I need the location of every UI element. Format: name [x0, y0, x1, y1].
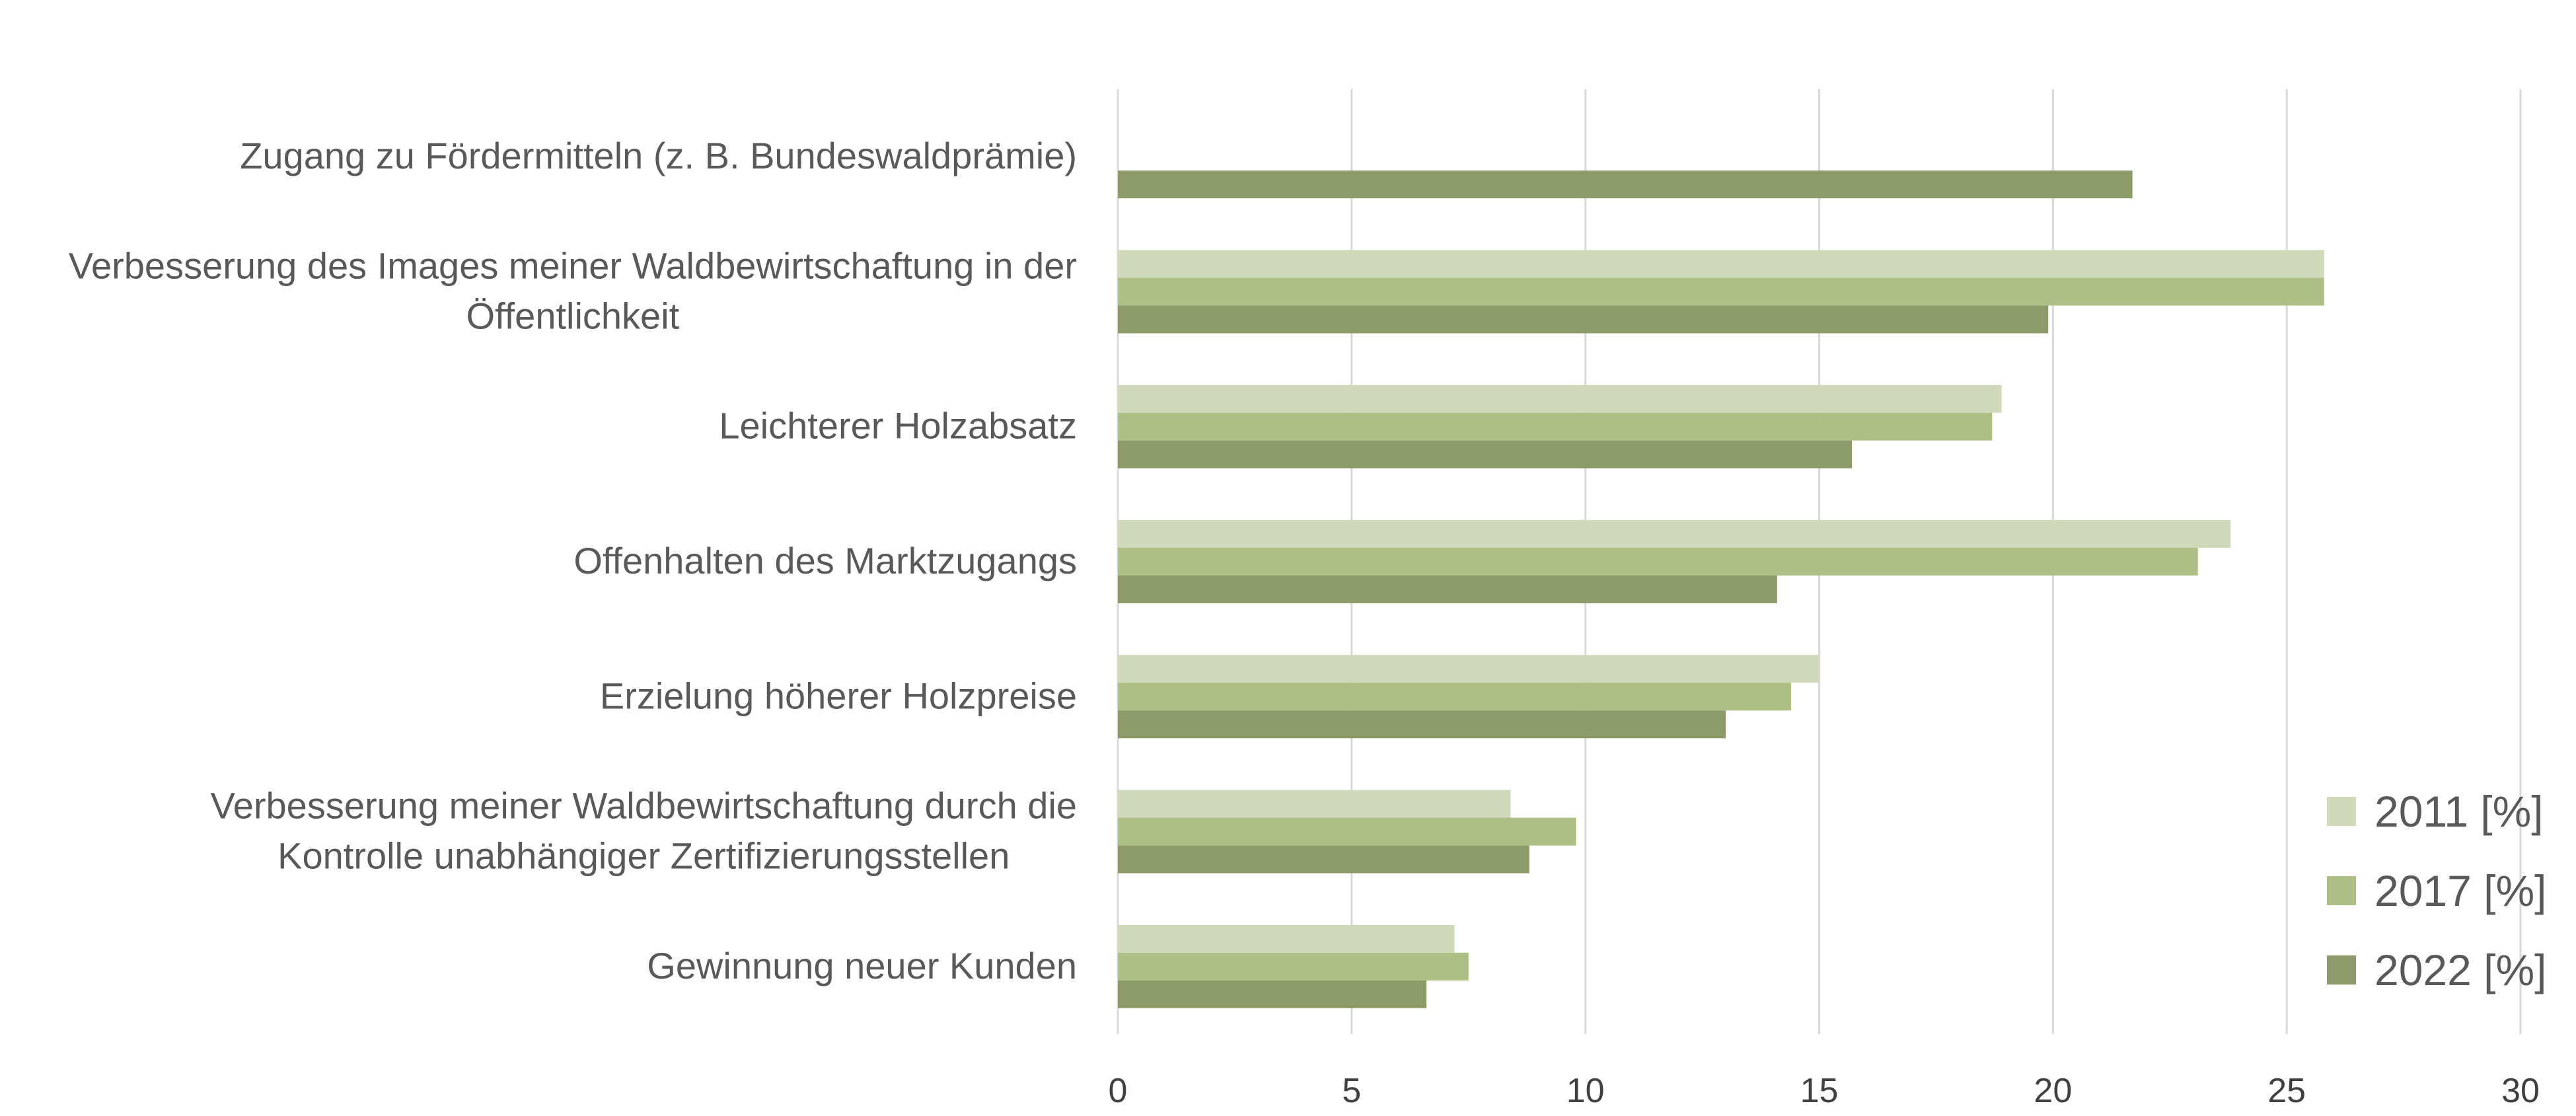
- bar-2-cat-7: [1118, 952, 1469, 981]
- legend-label-2: 2017 [%]: [2374, 866, 2547, 915]
- x-tick-label-20: 20: [2034, 1072, 2072, 1110]
- category-labels: Zugang zu Fördermitteln (z. B. Bundeswal…: [69, 135, 1077, 986]
- bar-3-cat-5: [1118, 710, 1726, 739]
- bar-2-cat-6: [1118, 817, 1576, 846]
- bar-1-cat-3: [1118, 385, 2002, 413]
- category-label-4-line-1: Offenhalten des Marktzugangs: [573, 540, 1077, 581]
- bar-2-cat-5: [1118, 683, 1792, 711]
- bar-3-cat-3: [1118, 440, 1853, 468]
- category-label-3-line-1: Leichterer Holzabsatz: [719, 405, 1077, 447]
- bar-1-cat-7: [1118, 924, 1455, 953]
- legend: 2011 [%] 2017 [%] 2022 [%]: [2327, 787, 2547, 994]
- category-label-6-line-2: Kontrolle unabhängiger Zertifizierungsst…: [277, 835, 1010, 877]
- x-tick-label-30: 30: [2501, 1072, 2540, 1110]
- bar-1-cat-5: [1118, 655, 1820, 683]
- category-label-2-line-2: Öffentlichkeit: [466, 295, 680, 336]
- category-label-5-line-1: Erzielung höherer Holzpreise: [600, 675, 1077, 716]
- bar-2-cat-4: [1118, 548, 2198, 576]
- bar-1-cat-4: [1118, 520, 2231, 548]
- bar-3-cat-6: [1118, 845, 1529, 874]
- bar-1-cat-6: [1118, 790, 1511, 818]
- category-label-1-line-1: Zugang zu Fördermitteln (z. B. Bundeswal…: [240, 135, 1077, 176]
- legend-label-3: 2022 [%]: [2374, 946, 2547, 994]
- x-tick-label-15: 15: [1800, 1072, 1839, 1110]
- x-axis-ticks: 0 5 10 15 20 25 30: [1109, 1072, 2540, 1110]
- bar-3-cat-1: [1118, 170, 2133, 199]
- legend-swatch-2: [2327, 876, 2356, 905]
- bar-3-cat-7: [1118, 980, 1427, 1008]
- bar-2-cat-3: [1118, 412, 1993, 441]
- x-tick-label-25: 25: [2267, 1072, 2306, 1110]
- bars: [1118, 170, 2324, 1008]
- category-label-6-line-1: Verbesserung meiner Waldbewirtschaftung …: [210, 785, 1077, 827]
- legend-swatch-3: [2327, 955, 2356, 985]
- category-label-7-line-1: Gewinnung neuer Kunden: [647, 945, 1077, 986]
- legend-label-1: 2011 [%]: [2374, 787, 2544, 836]
- category-label-2-line-1: Verbesserung des Images meiner Waldbewir…: [69, 244, 1077, 286]
- x-tick-label-0: 0: [1109, 1072, 1128, 1110]
- x-tick-label-5: 5: [1342, 1072, 1361, 1110]
- bar-3-cat-4: [1118, 576, 1777, 603]
- x-tick-label-10: 10: [1566, 1072, 1605, 1110]
- bar-3-cat-2: [1118, 305, 2049, 334]
- bar-1-cat-2: [1118, 250, 2324, 278]
- bar-2-cat-2: [1118, 278, 2324, 306]
- legend-swatch-1: [2327, 797, 2356, 826]
